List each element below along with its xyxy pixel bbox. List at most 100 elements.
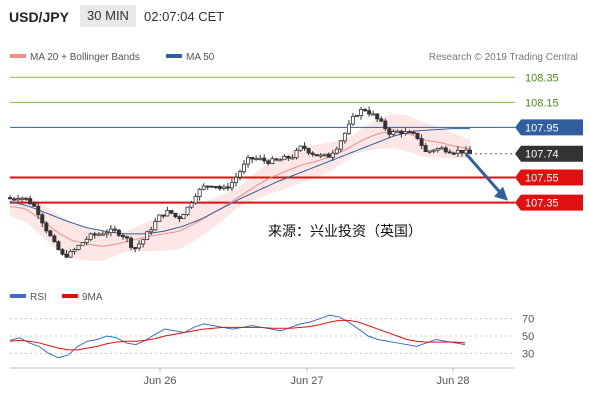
symbol-label: USD/JPY xyxy=(9,9,69,25)
level-tag-label: 108.15 xyxy=(525,97,559,109)
level-tag-label: 107.35 xyxy=(525,198,559,210)
candle-body xyxy=(455,149,460,154)
candle-body xyxy=(16,198,21,201)
candle-body xyxy=(367,110,372,115)
candle-body xyxy=(189,202,194,208)
candle-body xyxy=(254,158,259,161)
ma9-legend-swatch xyxy=(62,294,78,298)
candle-body xyxy=(395,130,400,133)
candle-body xyxy=(233,176,238,184)
candle-body xyxy=(427,150,432,153)
candle-body xyxy=(20,197,25,200)
candle-body xyxy=(274,158,279,161)
candle-body xyxy=(411,131,416,134)
candle-body xyxy=(48,230,53,237)
candle-body xyxy=(56,241,61,251)
candle-body xyxy=(459,149,464,154)
candle-body xyxy=(350,115,355,125)
candle-body xyxy=(278,159,283,162)
rsi-legend: RSI 9MA xyxy=(10,292,103,303)
candle-body xyxy=(270,158,275,164)
candle-body xyxy=(205,185,210,188)
candle-body xyxy=(237,171,242,178)
candle-body xyxy=(298,145,303,151)
level-tags: 108.35 108.15 107.95 107.74 107.55 107.35 xyxy=(515,72,583,211)
level-tag-bg xyxy=(515,145,583,162)
candle-body xyxy=(129,237,134,248)
candle-body xyxy=(157,214,162,222)
timeframe-button[interactable]: 30 MIN xyxy=(80,5,136,27)
rsi-line xyxy=(9,314,466,359)
rsi-tick-label: 50 xyxy=(522,331,534,343)
candle-body xyxy=(250,156,255,160)
candle-body xyxy=(286,155,291,159)
candle-body xyxy=(213,185,218,188)
candle-body xyxy=(165,210,170,217)
ma50-legend-swatch xyxy=(166,54,182,58)
candle-body xyxy=(221,186,226,189)
candle-body xyxy=(185,206,190,215)
candle-body xyxy=(141,239,146,245)
candle-body xyxy=(330,152,335,158)
candle-body xyxy=(423,145,428,152)
candle-body xyxy=(201,185,206,190)
candle-body xyxy=(391,131,396,135)
candle-body xyxy=(84,238,89,243)
x-tick-label: Jun 26 xyxy=(143,375,176,387)
candle-body xyxy=(68,250,73,258)
candle-body xyxy=(7,197,12,200)
research-credit: Research © 2019 Trading Central xyxy=(429,52,578,63)
candle-body xyxy=(32,203,37,207)
candle-body xyxy=(467,149,472,154)
candle-body xyxy=(242,163,247,173)
candle-body xyxy=(415,132,420,139)
candle-body xyxy=(419,138,424,146)
candle-body xyxy=(387,128,392,135)
price-levels xyxy=(10,76,515,204)
candle-body xyxy=(282,155,287,161)
chart-header: USD/JPY 30 MIN 02:07:04 CET xyxy=(0,0,590,34)
candle-body xyxy=(262,157,267,162)
candle-body xyxy=(266,160,271,164)
candle-body xyxy=(435,147,440,151)
ma9-legend-label: 9MA xyxy=(82,292,103,303)
candle-body xyxy=(173,212,178,218)
rsi-tick-label: 30 xyxy=(522,348,534,360)
candle-body xyxy=(133,247,138,250)
candle-body xyxy=(12,198,17,201)
candle-body xyxy=(28,198,33,205)
candle-body xyxy=(125,236,130,239)
candle-body xyxy=(177,216,182,220)
candle-body xyxy=(209,185,214,188)
candle-body xyxy=(310,152,315,155)
candle-body xyxy=(399,130,404,134)
candle-body xyxy=(322,153,327,156)
forecast-arrow xyxy=(464,152,508,201)
candle-body xyxy=(112,228,117,231)
candle-body xyxy=(447,151,452,154)
candle-body xyxy=(314,154,319,157)
candle-body xyxy=(302,145,307,149)
candle-body xyxy=(153,221,158,231)
candle-body xyxy=(371,113,376,116)
candle-body xyxy=(104,232,109,235)
candle-body xyxy=(96,233,101,236)
candle-body xyxy=(258,157,263,160)
candle-body xyxy=(451,152,456,155)
candle-body xyxy=(225,186,230,189)
rsi-legend-label: RSI xyxy=(30,292,47,303)
rsi-tick-label: 70 xyxy=(522,314,534,326)
candle-body xyxy=(149,229,154,233)
level-tag-label: 107.74 xyxy=(525,149,559,161)
candle-body xyxy=(334,148,339,154)
candle-body xyxy=(108,228,113,234)
level-tag-label: 108.35 xyxy=(525,72,559,84)
rsi-ma9-line xyxy=(9,319,466,351)
candle-body xyxy=(169,210,174,214)
candle-body xyxy=(181,214,186,220)
candle-body xyxy=(217,186,222,189)
x-axis: Jun 26 Jun 27 Jun 28 xyxy=(10,367,515,387)
candle-body xyxy=(145,231,150,241)
candle-body xyxy=(40,214,45,224)
